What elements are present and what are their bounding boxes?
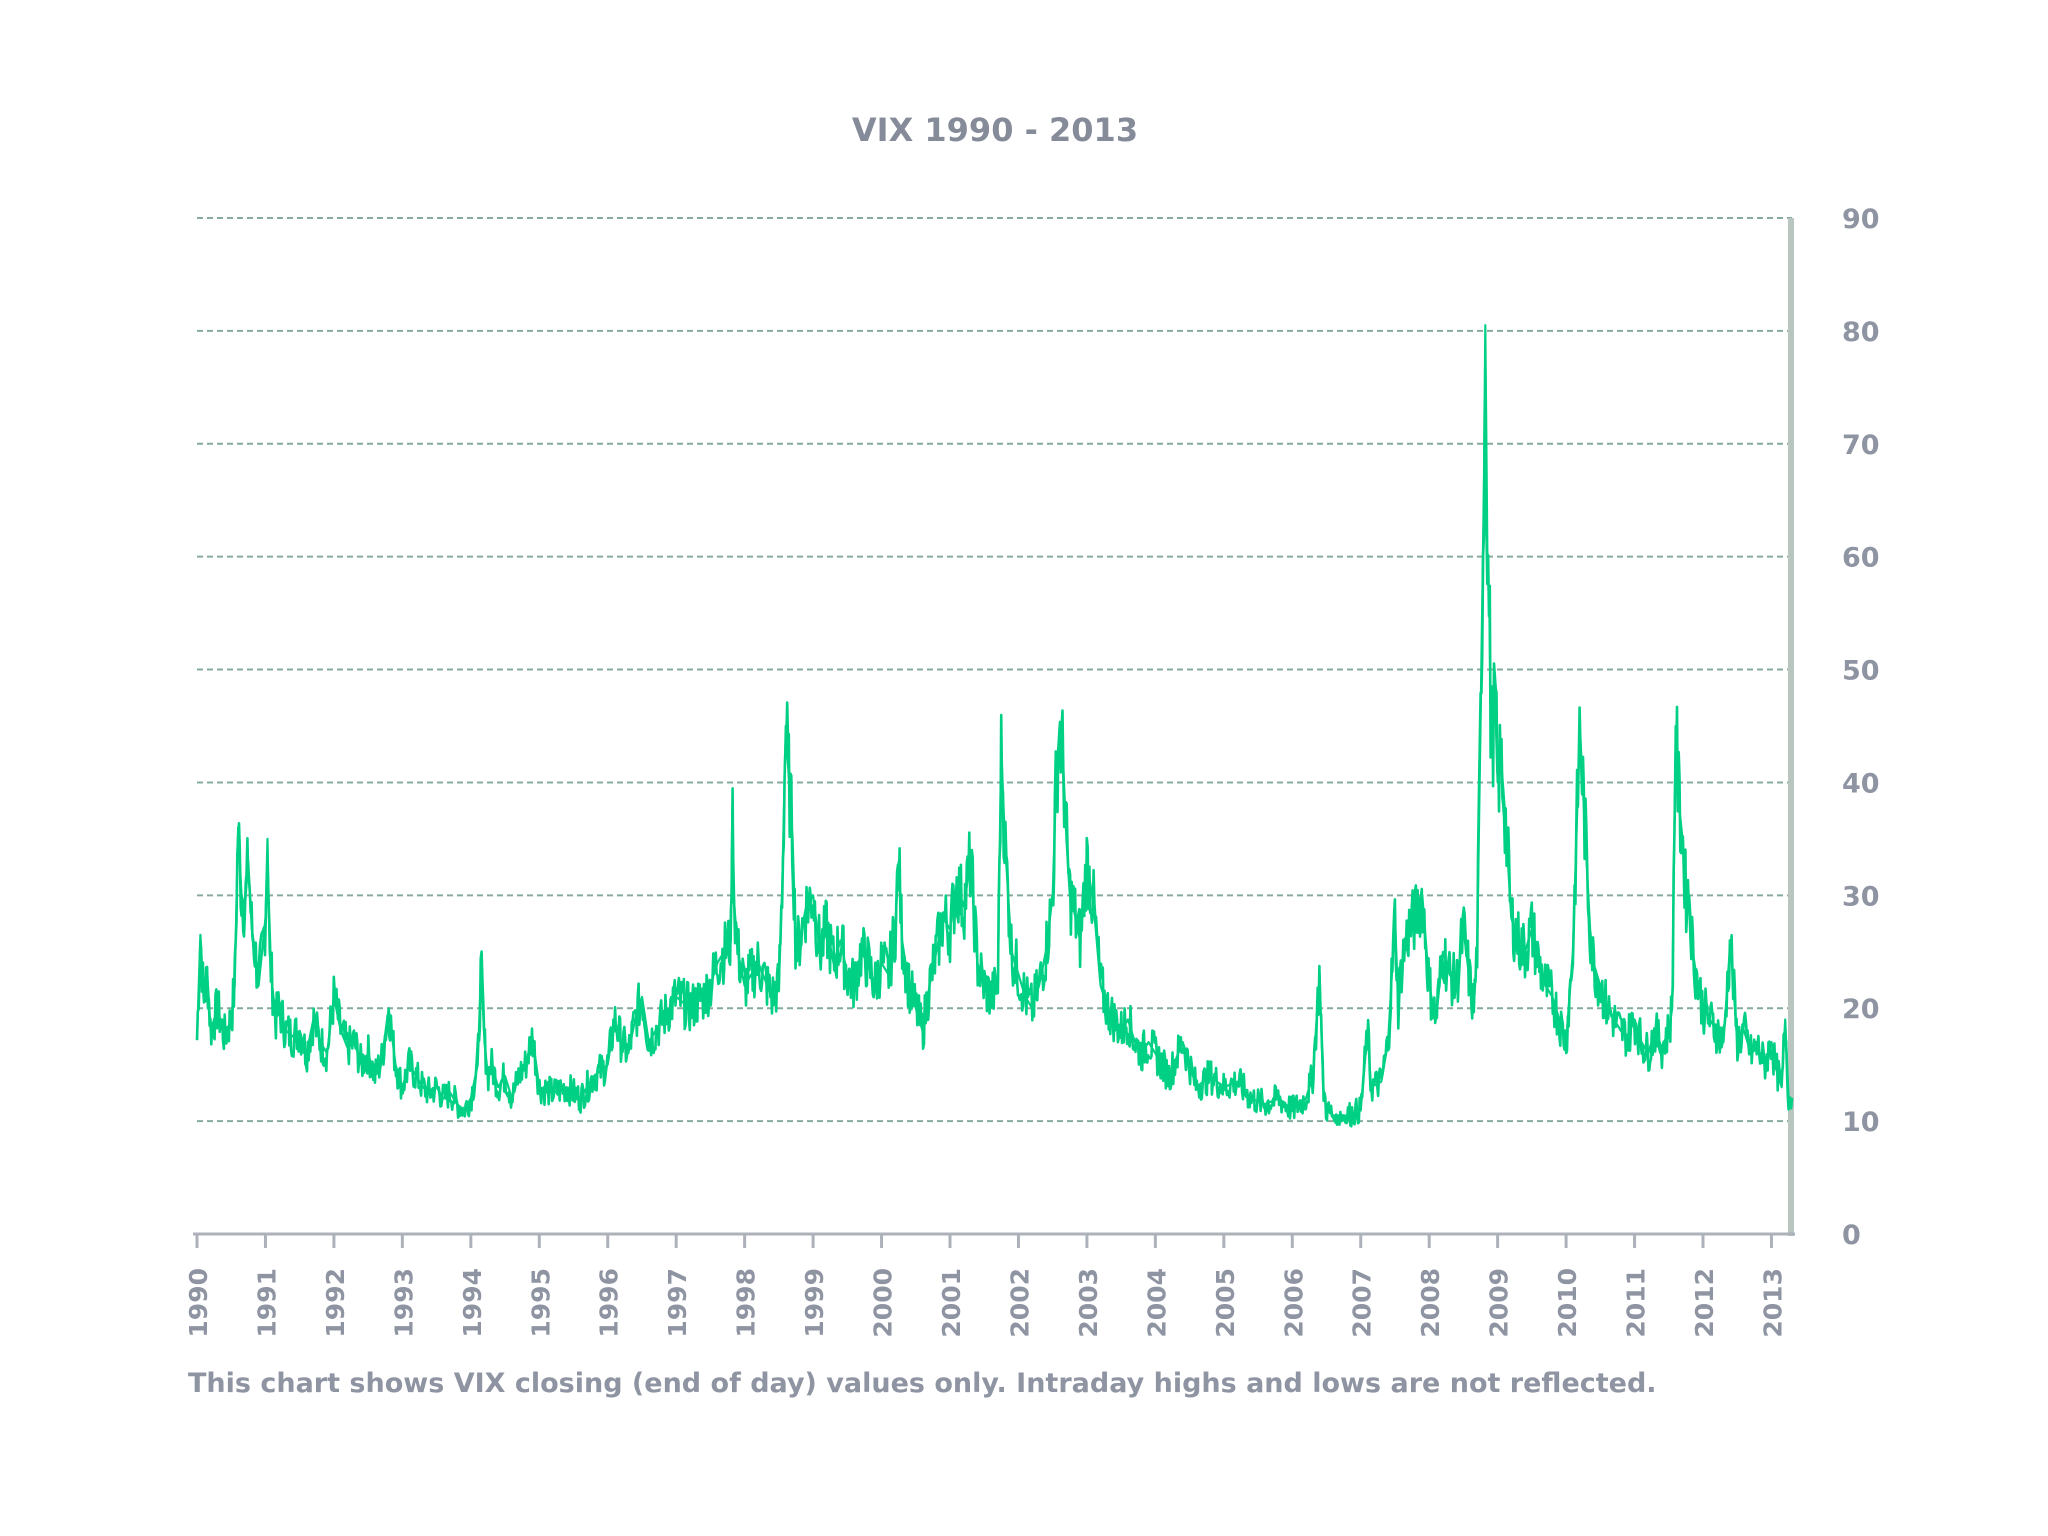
x-tick-label: 1992	[321, 1268, 350, 1338]
chart-title: VIX 1990 - 2013	[852, 111, 1138, 149]
x-tick-label: 2005	[1211, 1268, 1240, 1338]
y-tick-label: 90	[1842, 204, 1880, 235]
chart-footnote: This chart shows VIX closing (end of day…	[188, 1368, 1657, 1399]
x-tick-label: 1999	[800, 1268, 829, 1338]
series-line-vix-anchor	[195, 324, 1790, 1117]
y-tick-label: 80	[1842, 317, 1880, 348]
x-tick-label: 2009	[1485, 1268, 1514, 1338]
x-axis: 1990 1991 1992 1993 1994 1995 1996 1997 1998 1999…	[184, 1232, 1795, 1338]
x-tick-label: 2001	[937, 1268, 966, 1338]
y-tick-label: 60	[1842, 543, 1880, 574]
y-tick-label: 70	[1842, 430, 1880, 461]
y-tick-label: 50	[1842, 656, 1880, 687]
x-tick-label: 2004	[1142, 1268, 1171, 1338]
x-tick-label: 2007	[1348, 1268, 1377, 1338]
x-tick-label: 2000	[869, 1268, 898, 1338]
x-tick-label: 1990	[184, 1268, 213, 1338]
y-tick-label: 10	[1842, 1107, 1880, 1138]
y-tick-label: 20	[1842, 994, 1880, 1025]
x-tick-label: 2012	[1690, 1268, 1719, 1338]
x-tick-label: 1997	[663, 1268, 692, 1338]
x-tick-label: 2008	[1416, 1268, 1445, 1338]
x-tick-label: 1996	[595, 1268, 624, 1338]
y-tick-label: 0	[1842, 1220, 1861, 1251]
y-tick-label: 40	[1842, 768, 1880, 799]
y-tick-label: 30	[1842, 881, 1880, 912]
y-axis: 0 10 20 30 40 50 60 70 80 90	[1788, 204, 1880, 1251]
x-tick-label: 2002	[1005, 1268, 1034, 1338]
x-tick-label: 2006	[1279, 1268, 1308, 1338]
x-tick-label: 2011	[1622, 1268, 1651, 1338]
x-tick-label: 1991	[252, 1268, 281, 1338]
x-tick-label: 1994	[458, 1268, 487, 1338]
x-tick-label: 1993	[389, 1268, 418, 1338]
series-group	[195, 324, 1794, 1128]
x-tick-label: 2003	[1074, 1268, 1103, 1338]
x-tick-label: 2013	[1758, 1268, 1787, 1338]
grid-lines	[197, 217, 1792, 1123]
x-tick-label: 2010	[1553, 1268, 1582, 1338]
x-tick-label: 1995	[526, 1268, 555, 1338]
x-tick-label: 1998	[732, 1268, 761, 1338]
series-line-vix	[195, 399, 1794, 1128]
